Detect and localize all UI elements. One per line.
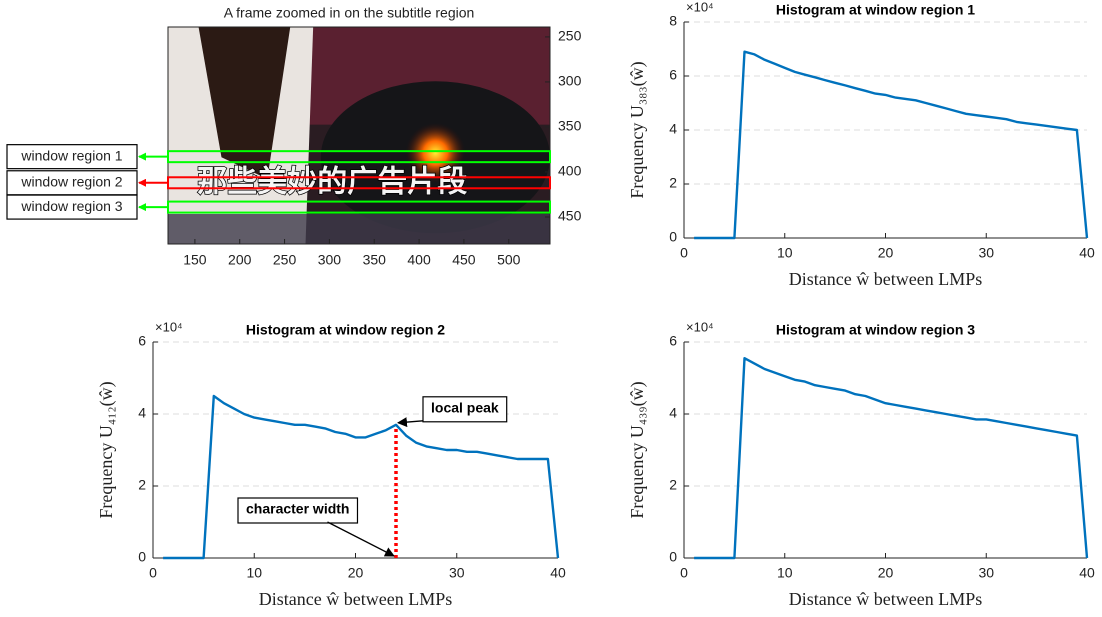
y-tick-label: 450 [558,208,582,224]
y-tick-label: 6 [669,333,677,349]
annotation-arrow [398,421,423,423]
y-multiplier: ×10⁴ [155,319,183,334]
x-tick-label: 150 [183,252,207,268]
figure: 那些美妙的广告片段 A frame zoomed in on the subtit… [0,0,1102,617]
window-label: window region 1 [20,147,122,163]
x-axis-label: Distance ŵ between LMPs [259,589,452,609]
y-tick-label: 8 [669,13,677,29]
y-tick-label: 250 [558,28,582,44]
x-tick-label: 400 [407,252,431,268]
y-tick-label: 0 [138,549,146,565]
y-multiplier: ×10⁴ [686,0,714,14]
annotation-arrow [327,522,394,556]
x-tick-label: 20 [878,245,894,261]
x-axis-label: Distance ŵ between LMPs [789,589,982,609]
annotation-text: local peak [431,400,499,416]
x-tick-label: 0 [149,565,157,581]
x-tick-label: 30 [978,245,994,261]
y-tick-label: 350 [558,118,582,134]
y-tick-label: 4 [138,405,146,421]
x-tick-label: 10 [777,565,793,581]
x-tick-label: 350 [363,252,387,268]
x-tick-label: 200 [228,252,252,268]
x-tick-label: 20 [348,565,364,581]
x-tick-label: 10 [246,565,262,581]
x-tick-label: 40 [1079,245,1095,261]
chart-title: Histogram at window region 1 [776,2,975,18]
x-tick-label: 250 [273,252,297,268]
photo-floor [168,214,550,244]
chart-title: Histogram at window region 3 [776,322,975,338]
y-tick-label: 0 [669,549,677,565]
x-tick-label: 40 [550,565,566,581]
y-tick-label: 4 [669,405,677,421]
x-tick-label: 40 [1079,565,1095,581]
series-line [694,358,1087,558]
y-tick-label: 2 [669,175,677,191]
y-axis-label: Frequency U₃₈₃(ŵ) [627,61,648,198]
y-tick-label: 300 [558,73,582,89]
window-label: window region 2 [20,173,122,189]
y-multiplier: ×10⁴ [686,319,714,334]
x-tick-label: 30 [449,565,465,581]
annotation-text: character width [246,501,349,517]
y-tick-label: 0 [669,229,677,245]
x-tick-label: 500 [497,252,521,268]
y-axis-label: Frequency U₄₁₂(ŵ) [96,381,117,518]
y-tick-label: 4 [669,121,677,137]
x-tick-label: 450 [452,252,476,268]
x-tick-label: 20 [878,565,894,581]
chart-title: Histogram at window region 2 [246,322,445,338]
chart-title: A frame zoomed in on the subtitle region [224,5,475,21]
window-label: window region 3 [20,198,122,214]
x-tick-label: 300 [318,252,342,268]
x-tick-label: 0 [680,245,688,261]
y-tick-label: 400 [558,163,582,179]
series-line [694,52,1087,238]
x-tick-label: 10 [777,245,793,261]
x-tick-label: 0 [680,565,688,581]
y-tick-label: 2 [138,477,146,493]
x-tick-label: 30 [978,565,994,581]
y-tick-label: 2 [669,477,677,493]
y-tick-label: 6 [669,67,677,83]
x-axis-label: Distance ŵ between LMPs [789,269,982,289]
subtitle-text: 那些美妙的广告片段 [197,164,467,199]
y-axis-label: Frequency U₄₃₉(ŵ) [627,381,648,518]
y-tick-label: 6 [138,333,146,349]
